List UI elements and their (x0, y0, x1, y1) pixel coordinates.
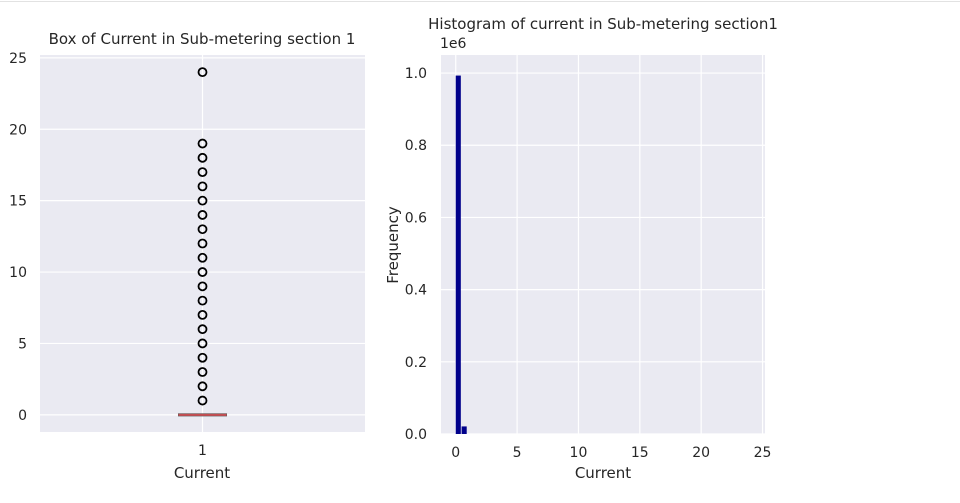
histogram-ytick-label: 0.0 (405, 427, 427, 443)
boxplot-outlier (197, 252, 208, 263)
histogram-ylabel: Frequency (384, 206, 402, 284)
histogram-xtick-label: 5 (513, 445, 522, 461)
boxplot-outlier (197, 224, 208, 235)
histogram-offset-label: 1e6 (440, 36, 467, 52)
boxplot-gridlines (40, 55, 365, 432)
histogram-xtick-label: 15 (631, 445, 649, 461)
boxplot-outlier (197, 281, 208, 292)
boxplot-outlier (197, 67, 208, 78)
boxplot-outlier (197, 167, 208, 177)
boxplot-marks (178, 67, 227, 417)
histogram-ytick-label: 0.8 (405, 138, 427, 154)
histogram-bars (455, 75, 467, 435)
boxplot-outlier (197, 181, 208, 192)
boxplot-ytick-label: 20 (9, 122, 27, 138)
histogram-xtick-label: 10 (570, 445, 588, 461)
boxplot-xtick-label: 1 (198, 443, 207, 459)
boxplot-xlabel: Current (174, 464, 230, 482)
boxplot-outlier (197, 352, 208, 363)
histogram-xtick-label: 0 (451, 445, 460, 461)
histogram-xtick-label: 25 (754, 445, 772, 461)
boxplot-outlier (197, 210, 208, 220)
boxplot-xtick-labels: 1 (198, 443, 207, 459)
boxplot-outlier (197, 295, 208, 306)
boxplot-outlier (197, 310, 208, 320)
histogram-title: Histogram of current in Sub-metering sec… (428, 15, 778, 33)
histogram-ytick-label: 0.2 (405, 355, 427, 371)
boxplot-outlier (197, 395, 208, 406)
boxplot-subplot: 0 5 10 15 20 25 1 Box of Current in Sub-meter… (9, 30, 365, 482)
boxplot-ytick-labels: 0 5 10 15 20 25 (9, 51, 27, 424)
boxplot-outlier (197, 152, 208, 163)
histogram-xtick-labels: 0 5 10 15 20 25 (451, 445, 771, 461)
top-divider (0, 1, 960, 2)
boxplot-ytick-label: 5 (18, 336, 27, 352)
histogram-bar (461, 426, 467, 434)
boxplot-outlier (197, 138, 208, 149)
histogram-bar (455, 75, 461, 435)
histogram-ytick-label: 0.4 (405, 283, 427, 299)
histogram-xtick-label: 20 (692, 445, 710, 461)
boxplot-ytick-label: 10 (9, 265, 27, 281)
histogram-ytick-label: 0.6 (405, 210, 427, 226)
boxplot-outlier (197, 267, 208, 277)
boxplot-outlier (197, 238, 208, 249)
boxplot-outlier (197, 324, 208, 335)
boxplot-ytick-label: 25 (9, 51, 27, 67)
histogram-axes-background (441, 55, 765, 434)
boxplot-ytick-label: 0 (18, 408, 27, 424)
boxplot-ytick-label: 15 (9, 194, 27, 210)
histogram-xlabel: Current (575, 464, 631, 482)
histogram-subplot: 0.0 0.2 0.4 0.6 0.8 1.0 0 5 10 15 20 25 Histogram … (384, 15, 778, 482)
boxplot-outlier (197, 195, 208, 206)
histogram-ytick-labels: 0.0 0.2 0.4 0.6 0.8 1.0 (405, 66, 427, 443)
boxplot-outlier (197, 367, 208, 377)
boxplot-outlier (197, 381, 208, 392)
histogram-ytick-label: 1.0 (405, 66, 427, 82)
boxplot-title: Box of Current in Sub-metering section 1 (49, 30, 356, 48)
boxplot-outlier (197, 338, 208, 349)
